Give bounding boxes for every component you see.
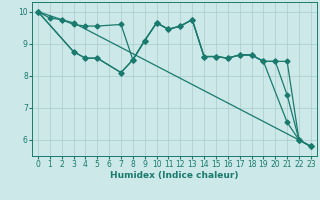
- X-axis label: Humidex (Indice chaleur): Humidex (Indice chaleur): [110, 171, 239, 180]
